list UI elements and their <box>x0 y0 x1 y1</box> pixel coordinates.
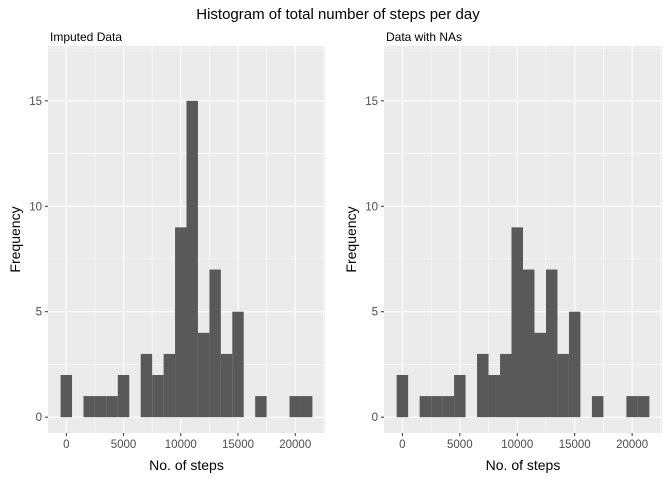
histogram-bar <box>94 396 107 418</box>
x-tick-label: 5000 <box>447 439 473 451</box>
histogram-bar <box>511 227 523 418</box>
histogram-bar <box>175 227 187 418</box>
histogram-bar <box>477 353 489 418</box>
histogram-bar <box>534 332 546 418</box>
histogram-bar <box>83 396 95 418</box>
histogram-bar <box>220 353 233 418</box>
histogram-bar <box>152 375 164 418</box>
panel-imputed-data: 0 5000 10000 15000 20000 0 5 10 15 Imputed Data No… <box>7 30 325 473</box>
histogram-bar <box>591 396 604 418</box>
y-tick-label: 5 <box>36 307 42 319</box>
histogram-bar <box>140 353 153 418</box>
histogram-bar <box>60 375 73 418</box>
x-axis-title: No. of steps <box>486 457 561 473</box>
histogram-bar <box>163 353 176 418</box>
histogram-bar <box>300 396 313 418</box>
y-tick-label: 15 <box>29 96 42 108</box>
histogram-bar <box>419 396 432 418</box>
histogram-bar <box>454 375 466 418</box>
histogram-bar <box>568 311 581 418</box>
x-tick-label: 5000 <box>111 439 137 451</box>
histogram-bar <box>117 375 130 418</box>
histogram-bar <box>523 269 535 418</box>
x-tick-label: 10000 <box>501 439 533 451</box>
histogram-bar <box>545 269 558 418</box>
histogram-bar <box>442 396 455 418</box>
histogram-bar <box>197 332 210 418</box>
histogram-bar <box>637 396 650 418</box>
x-axis-title: No. of steps <box>149 457 224 473</box>
histogram-bar <box>209 269 221 418</box>
y-axis-title: Frequency <box>7 206 23 272</box>
y-tick-label: 10 <box>365 201 378 213</box>
y-tick-label: 10 <box>29 201 42 213</box>
histogram-bar <box>488 375 501 418</box>
x-tick-label: 10000 <box>165 439 197 451</box>
histogram-bar <box>232 311 244 418</box>
figure-title: Histogram of total number of steps per d… <box>196 6 480 23</box>
histogram-bar <box>106 396 118 418</box>
y-tick-label: 5 <box>372 307 378 319</box>
histogram-bar <box>289 396 301 418</box>
histogram-bar <box>255 396 267 418</box>
histogram-bar <box>557 353 569 418</box>
histogram-bar <box>626 396 638 418</box>
histogram-bar <box>186 100 198 418</box>
panel-subtitle: Data with NAs <box>386 30 462 44</box>
x-tick-label: 15000 <box>222 439 254 451</box>
x-tick-label: 20000 <box>279 439 311 451</box>
x-tick-label: 0 <box>399 439 405 451</box>
histogram-bar <box>500 353 512 418</box>
y-tick-label: 0 <box>36 412 42 424</box>
x-tick-label: 20000 <box>616 439 648 451</box>
histogram-bar <box>396 375 409 418</box>
histogram-bar <box>431 396 443 418</box>
panel-data-with-nas: 0 5000 10000 15000 20000 0 5 10 15 Data with NAs N… <box>343 30 662 473</box>
panel-subtitle: Imputed Data <box>50 30 122 44</box>
y-tick-label: 15 <box>365 96 378 108</box>
y-tick-label: 0 <box>372 412 378 424</box>
x-tick-label: 0 <box>63 439 69 451</box>
y-axis-title: Frequency <box>343 206 359 272</box>
x-tick-label: 15000 <box>559 439 591 451</box>
